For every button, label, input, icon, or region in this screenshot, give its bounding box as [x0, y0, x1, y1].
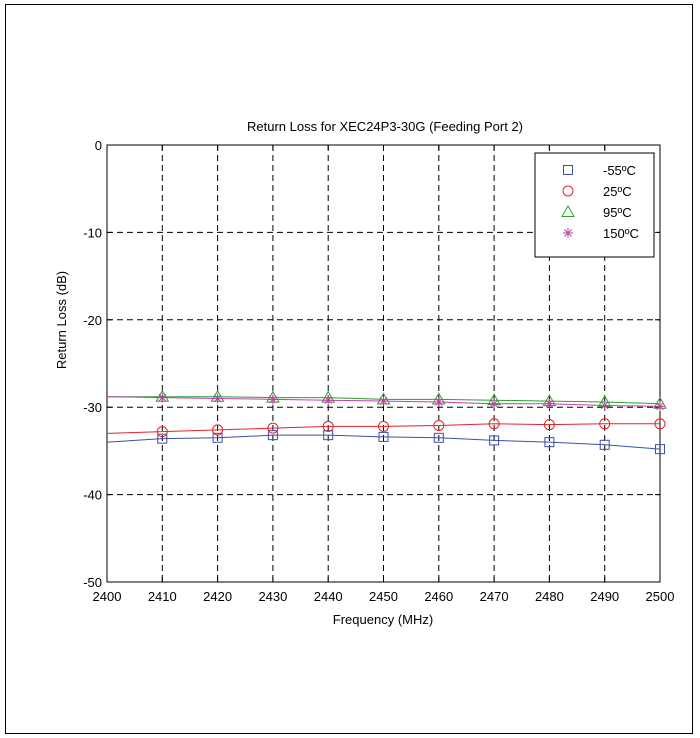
x-tick-label: 2410 [148, 589, 177, 604]
series-3 [107, 389, 667, 409]
x-tick-label: 2500 [646, 589, 675, 604]
data-point [378, 420, 389, 432]
data-point [544, 437, 555, 448]
data-point [156, 426, 168, 438]
legend-label: -55ºC [603, 163, 636, 178]
data-point [489, 435, 500, 446]
data-point [267, 422, 279, 434]
data-point [212, 393, 223, 404]
data-point [488, 418, 500, 430]
data-point [433, 420, 445, 432]
data-point [655, 401, 665, 412]
y-axis-title: Return Loss (dB) [54, 271, 69, 369]
data-point [544, 398, 555, 409]
data-point [655, 444, 665, 455]
data-point [599, 418, 611, 430]
data-point [157, 392, 168, 403]
chart-title: Return Loss for XEC24P3-30G (Feeding Por… [247, 119, 523, 134]
x-tick-label: 2460 [424, 589, 453, 604]
x-axis-title: Frequency (MHz) [333, 612, 433, 627]
data-point [654, 418, 666, 430]
axis-ticks: 2400 2410 2420 2430 2440 2450 2460 2470 2480 2490… [83, 138, 674, 604]
data-point [323, 430, 334, 441]
series-2 [106, 418, 666, 438]
y-tick-label: -40 [83, 488, 102, 503]
figure-frame [5, 4, 693, 734]
x-tick-label: 2420 [203, 589, 232, 604]
legend-label: 95ºC [603, 205, 632, 220]
series-1 [106, 430, 665, 455]
data-point [599, 439, 610, 450]
data-point [543, 419, 555, 431]
series-layer [106, 389, 667, 455]
legend-marker [562, 185, 574, 197]
legend-marker [563, 165, 573, 175]
series-4 [106, 392, 665, 412]
x-tick-label: 2450 [369, 589, 398, 604]
data-point [433, 396, 444, 407]
x-tick-label: 2470 [480, 589, 509, 604]
data-point [212, 424, 224, 436]
legend-marker [563, 228, 573, 238]
y-tick-label: 0 [95, 138, 102, 153]
x-tick-label: 2440 [314, 589, 343, 604]
data-point [322, 420, 334, 432]
x-tick-label: 2400 [93, 589, 122, 604]
data-point [323, 395, 334, 406]
y-tick-label: -20 [83, 313, 102, 328]
data-point [489, 398, 500, 409]
data-point [212, 432, 223, 443]
data-point [267, 430, 278, 441]
y-tick-label: -50 [83, 575, 102, 590]
data-point [433, 432, 444, 443]
series-line [106, 434, 661, 450]
legend-label: 25ºC [603, 184, 632, 199]
x-tick-label: 2480 [535, 589, 564, 604]
data-point [267, 394, 278, 405]
legend-label: 150ºC [603, 226, 639, 241]
y-tick-label: -10 [83, 225, 102, 240]
legend: -55ºC 25ºC 95ºC 150ºC [534, 152, 655, 258]
data-point [599, 400, 610, 411]
legend-marker [561, 204, 575, 217]
data-point [378, 396, 389, 407]
legend-box [534, 152, 655, 258]
x-tick-label: 2490 [590, 589, 619, 604]
y-tick-label: -30 [83, 400, 102, 415]
series-line [106, 423, 660, 434]
x-tick-label: 2430 [258, 589, 287, 604]
data-point [378, 431, 389, 442]
data-point [157, 433, 168, 444]
